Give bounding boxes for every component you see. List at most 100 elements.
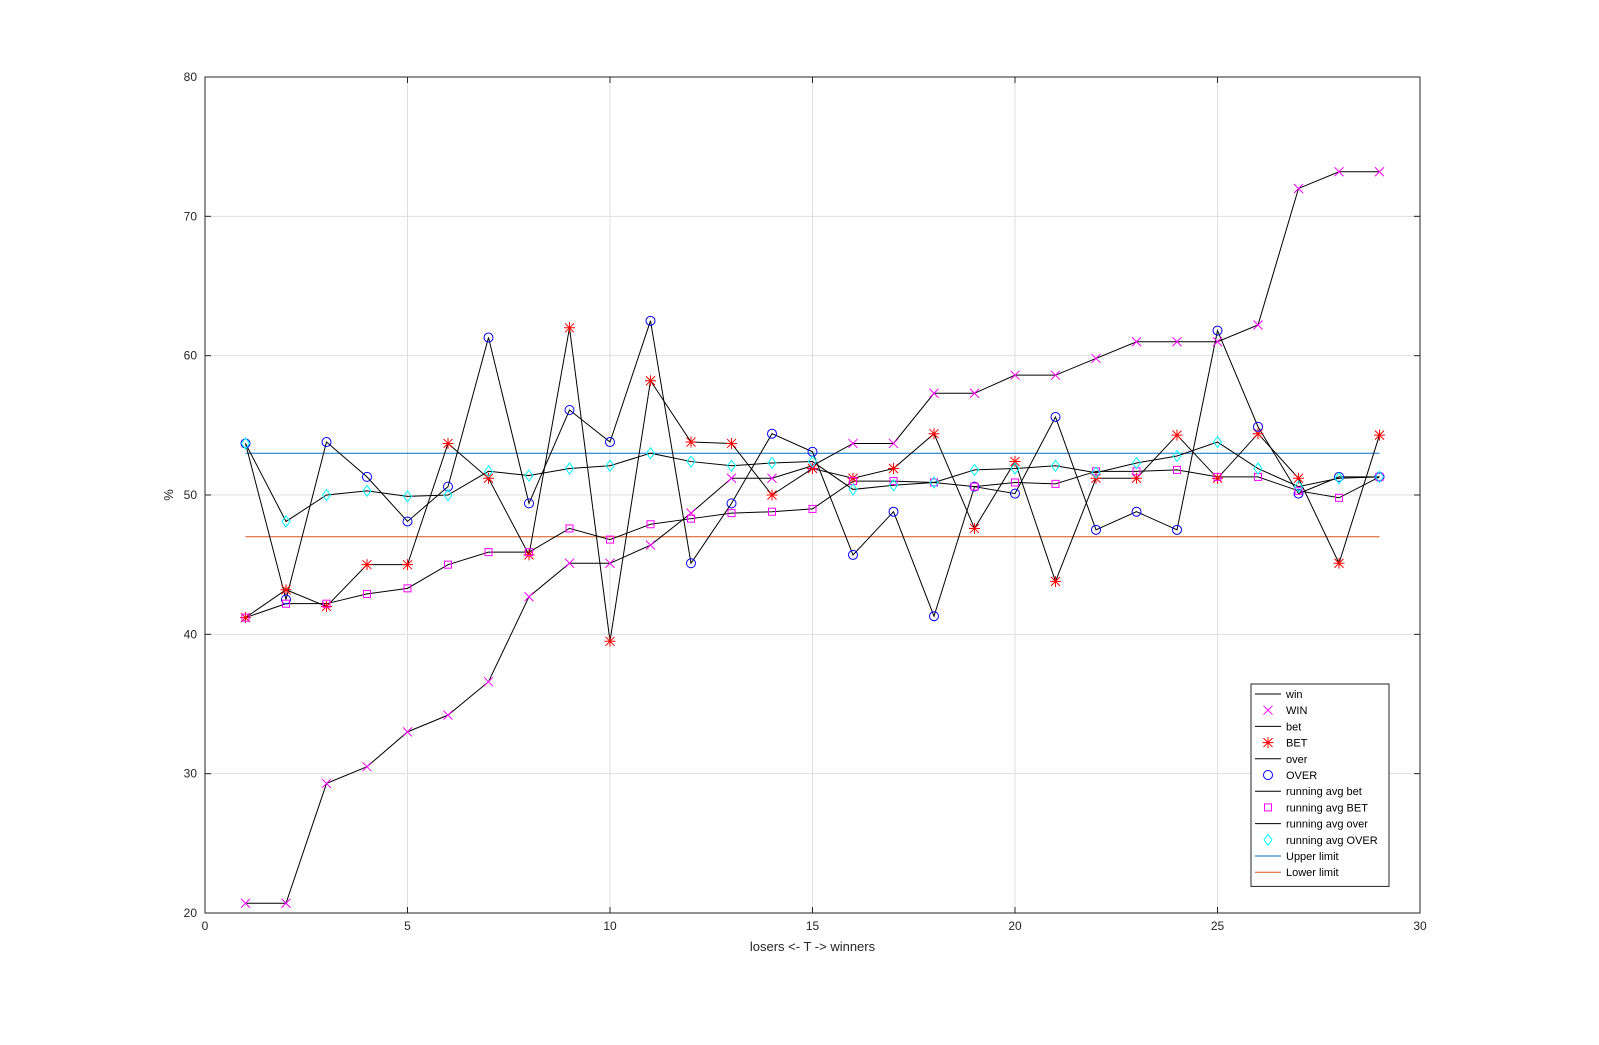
bet-point [1171, 429, 1183, 441]
running-avg-over-point [281, 515, 291, 528]
running-avg-bet-point [565, 524, 574, 533]
bet-point [1009, 456, 1021, 468]
win-point [321, 778, 332, 789]
win-point [1091, 353, 1101, 364]
win-point [524, 591, 534, 602]
reference-lines [245, 452, 1380, 538]
running-avg-over-point [564, 462, 575, 475]
win-point [1010, 370, 1020, 381]
running-avg-bet-point [808, 504, 817, 513]
legend-marker-swatch [1263, 833, 1273, 847]
x-tick-label: 15 [806, 919, 820, 933]
legend-label: BET [1286, 738, 1308, 750]
x-axis-label: losers <- T -> winners [750, 939, 876, 954]
bet-point [1333, 557, 1345, 569]
running-avg-bet-point [322, 599, 331, 608]
legend-label: Upper limit [1286, 851, 1339, 863]
x-tick-label: 0 [202, 919, 209, 933]
over-point [281, 594, 291, 605]
running-avg-bet-point [1335, 493, 1343, 502]
running-avg-bet-point [687, 514, 695, 523]
running-avg-over-point [1334, 471, 1344, 485]
plot-area: 0 5 10 15 20 25 30 20 30 40 50 60 70 80 [184, 70, 1427, 933]
over-point [969, 481, 980, 492]
bet-point [280, 584, 292, 596]
bet-point [1131, 472, 1142, 484]
win-point [929, 388, 939, 399]
y-axis-label: % [161, 489, 176, 501]
win-point [1334, 166, 1344, 177]
over-point [483, 332, 494, 343]
running-avg-over-point [483, 464, 494, 478]
win-point [969, 388, 980, 399]
win-point [848, 438, 858, 449]
bet-point [402, 559, 413, 571]
bet-point [888, 463, 899, 475]
running-avg-over-point [605, 459, 615, 473]
running-avg-over-point [1131, 456, 1142, 470]
over-point [888, 506, 899, 517]
running-avg-bet-point [1051, 479, 1060, 488]
over-point [443, 481, 453, 492]
y-tick-label: 70 [184, 209, 198, 223]
legend: win WIN bet BET over OVER running avg bet runni… [1250, 683, 1390, 887]
running-avg-bet-point [484, 548, 493, 557]
running-avg-over-point [767, 456, 777, 470]
bet-point [1212, 472, 1223, 484]
win-point [402, 727, 413, 737]
bet-point [1374, 429, 1385, 441]
running-avg-bet-point [1173, 465, 1181, 474]
running-avg-over-point [240, 437, 251, 450]
running-avg-bet-point [363, 589, 371, 598]
win-point [1253, 320, 1263, 330]
running-avg-over-point [686, 455, 696, 468]
over-point [564, 405, 575, 416]
running-avg-bet-point [282, 599, 290, 608]
over-point [767, 428, 777, 439]
bet-point [766, 489, 778, 501]
running-avg-bet-point [403, 584, 412, 593]
bet-point [645, 375, 656, 387]
running-avg-bet-point [768, 507, 776, 516]
x-tick-label: 30 [1413, 919, 1427, 933]
win-point [726, 473, 737, 484]
legend-label: over [1286, 754, 1308, 766]
win-point [1172, 336, 1182, 347]
running-avg-bet-point [1011, 478, 1019, 487]
legend-marker-swatch [1263, 770, 1273, 780]
over-point [321, 437, 332, 448]
over-point [726, 498, 737, 509]
bet-point [928, 428, 940, 440]
over-point [1253, 421, 1263, 432]
grid [205, 77, 1420, 913]
win-point [564, 558, 575, 569]
running-avg-over-point [726, 459, 737, 473]
y-tick-label: 80 [184, 70, 198, 84]
over-point [929, 611, 939, 622]
win-point [888, 438, 899, 449]
running-avg-bet-point [646, 520, 655, 529]
running-avg-over-point [1374, 470, 1385, 484]
win-point [362, 761, 372, 772]
legend-label: running avg OVER [1286, 835, 1378, 847]
bet-point [726, 437, 737, 449]
x-tick-label: 25 [1211, 919, 1225, 933]
over-point [1293, 488, 1304, 499]
over-point [1212, 325, 1223, 336]
running-avg-over-point [645, 446, 656, 460]
legend-label: Lower limit [1286, 867, 1339, 879]
over-point [1091, 524, 1101, 535]
x-tick-label: 5 [404, 919, 411, 933]
bet-point [321, 600, 332, 612]
legend-marker-swatch [1263, 705, 1273, 716]
win-point [1374, 166, 1385, 177]
running-avg-over-point [1212, 435, 1223, 449]
running-avg-over-point [1172, 449, 1182, 463]
win-point [1131, 336, 1142, 347]
bet-point [604, 635, 616, 647]
bet-point [240, 612, 251, 624]
win-point [1212, 336, 1223, 347]
bet-point [1252, 428, 1264, 440]
bet-point [442, 437, 454, 449]
